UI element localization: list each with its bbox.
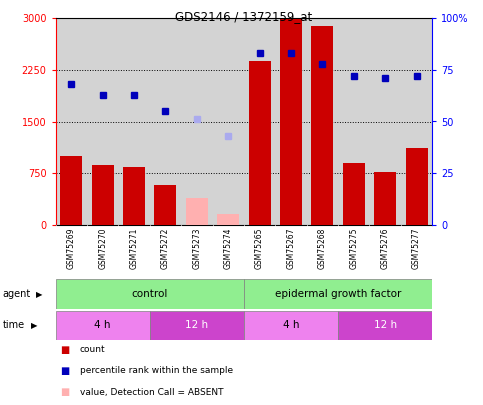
Text: GSM75268: GSM75268	[318, 228, 327, 269]
Text: 4 h: 4 h	[283, 320, 299, 330]
Bar	[275, 18, 307, 225]
Text: control: control	[131, 289, 168, 299]
Bar	[56, 18, 87, 225]
Text: 12 h: 12 h	[374, 320, 397, 330]
Text: GSM75273: GSM75273	[192, 228, 201, 269]
Text: percentile rank within the sample: percentile rank within the sample	[80, 367, 233, 375]
Bar	[181, 18, 213, 225]
Bar	[123, 167, 145, 225]
Bar	[343, 163, 365, 225]
Text: ■: ■	[60, 366, 70, 376]
Text: count: count	[80, 345, 105, 354]
Bar	[92, 165, 114, 225]
Text: GSM75275: GSM75275	[349, 228, 358, 269]
Bar	[307, 18, 338, 225]
Bar	[217, 214, 239, 225]
Bar	[150, 311, 244, 340]
Text: GSM75274: GSM75274	[224, 228, 233, 269]
Bar	[338, 18, 369, 225]
Text: agent: agent	[2, 289, 30, 299]
Text: GSM75267: GSM75267	[286, 228, 296, 269]
Bar	[244, 311, 338, 340]
Text: GSM75272: GSM75272	[161, 228, 170, 269]
Bar	[369, 18, 401, 225]
Bar	[118, 18, 150, 225]
Text: GSM75265: GSM75265	[255, 228, 264, 269]
Text: GSM75276: GSM75276	[381, 228, 390, 269]
Bar	[312, 26, 333, 225]
Bar	[186, 198, 208, 225]
Text: GSM75269: GSM75269	[67, 228, 76, 269]
Bar	[280, 19, 302, 225]
Bar	[244, 279, 432, 309]
Bar	[87, 18, 118, 225]
Bar	[374, 173, 396, 225]
Bar	[249, 61, 270, 225]
Bar	[56, 279, 244, 309]
Text: ▶: ▶	[36, 290, 43, 298]
Text: ■: ■	[60, 387, 70, 397]
Text: GSM75271: GSM75271	[129, 228, 139, 269]
Bar	[213, 18, 244, 225]
Text: ▶: ▶	[31, 321, 38, 330]
Text: 12 h: 12 h	[185, 320, 208, 330]
Text: epidermal growth factor: epidermal growth factor	[275, 289, 401, 299]
Bar	[401, 18, 432, 225]
Bar	[60, 156, 82, 225]
Bar	[338, 311, 432, 340]
Bar	[155, 185, 176, 225]
Text: 4 h: 4 h	[94, 320, 111, 330]
Text: value, Detection Call = ABSENT: value, Detection Call = ABSENT	[80, 388, 223, 396]
Text: time: time	[2, 320, 25, 330]
Text: ■: ■	[60, 345, 70, 355]
Text: GDS2146 / 1372159_at: GDS2146 / 1372159_at	[175, 10, 313, 23]
Text: GSM75270: GSM75270	[98, 228, 107, 269]
Bar	[244, 18, 275, 225]
Bar	[406, 148, 427, 225]
Text: GSM75277: GSM75277	[412, 228, 421, 269]
Bar	[56, 311, 150, 340]
Bar	[150, 18, 181, 225]
